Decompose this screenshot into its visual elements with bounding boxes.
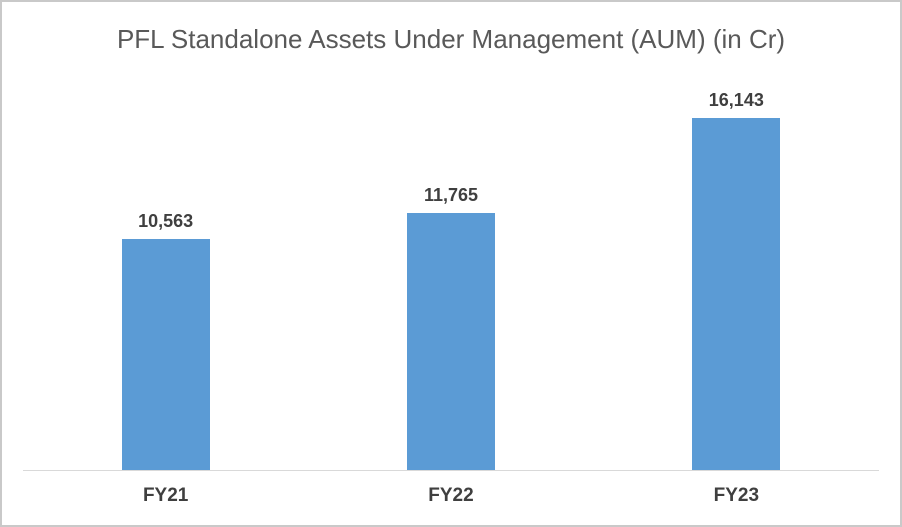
bar-group: 10,563 — [23, 77, 308, 470]
data-label: 10,563 — [138, 211, 194, 231]
x-axis: FY21 FY22 FY23 — [23, 472, 879, 525]
bar — [121, 239, 210, 470]
plot-area: 10,563 11,765 16,143 — [23, 77, 879, 471]
bar-group: 11,765 — [308, 77, 593, 470]
x-tick-label: FY21 — [142, 485, 189, 506]
data-label: 11,765 — [423, 185, 479, 205]
data-label: 16,143 — [708, 90, 764, 110]
bar-group: 16,143 — [594, 77, 879, 470]
bar — [692, 118, 781, 470]
x-tick-label: FY23 — [713, 485, 760, 506]
chart-title: PFL Standalone Assets Under Management (… — [116, 24, 786, 54]
x-tick-label: FY22 — [428, 485, 474, 506]
bar — [406, 213, 495, 470]
